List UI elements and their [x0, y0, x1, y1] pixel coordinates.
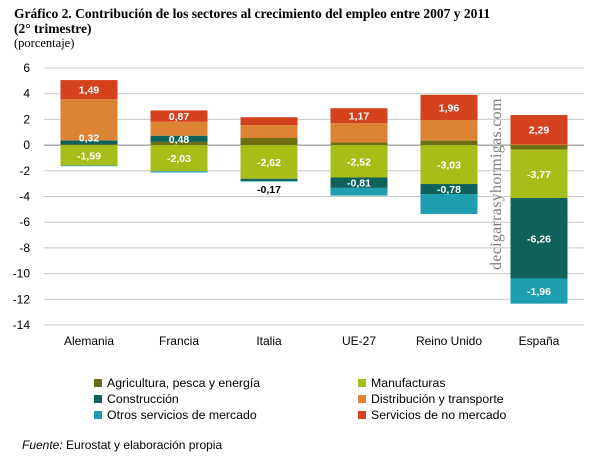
bar-construccion	[420, 184, 478, 195]
bar-otros	[60, 165, 118, 167]
y-tick-label: -10	[13, 267, 31, 281]
category-label: Alemania	[64, 334, 114, 348]
bar-otros	[420, 194, 478, 214]
y-tick-label: 0	[23, 138, 30, 152]
bar-no_mercado	[60, 80, 118, 100]
bar-agricultura	[420, 140, 478, 146]
data-label: 0,32	[79, 132, 100, 144]
chart-legend: Agricultura, pesca y energía Manufacturas…	[94, 375, 534, 422]
legend-item-distribucion: Distribución y transporte	[358, 391, 534, 406]
bar-manufacturas	[60, 145, 118, 166]
chart-title: Gráfico 2. Contribución de los sectores …	[14, 6, 491, 36]
data-label: -2,03	[167, 153, 191, 165]
bar-distribucion	[330, 123, 388, 143]
y-tick-label: -8	[19, 241, 30, 255]
bar-no_mercado	[150, 110, 208, 122]
data-label: -3,03	[437, 160, 461, 172]
bar-agricultura	[150, 141, 208, 146]
data-label: -0,78	[437, 184, 461, 196]
watermark: decigarrasyhormigas.com	[488, 98, 505, 270]
data-label: -3,77	[527, 169, 551, 181]
legend-label: Distribución y transporte	[371, 391, 504, 406]
chart-subtitle: (porcentaje)	[14, 36, 75, 50]
bar-agricultura	[330, 142, 388, 146]
bar-distribucion	[240, 125, 298, 139]
category-label: Reino Unido	[416, 334, 482, 348]
data-label: 0,48	[169, 134, 190, 146]
bar-no_mercado	[240, 117, 298, 126]
data-label: -0,17	[257, 184, 281, 196]
bar-construccion	[150, 135, 208, 142]
bar-manufacturas	[150, 145, 208, 172]
legend-item-no_mercado: Servicios de no mercado	[358, 407, 534, 422]
bar-distribucion	[420, 120, 478, 141]
bar-distribucion	[150, 121, 208, 136]
bar-construccion	[330, 177, 388, 188]
legend-label: Manufacturas	[371, 375, 446, 390]
y-tick-label: -14	[13, 318, 31, 332]
y-tick-label: 6	[23, 61, 30, 75]
y-tick-label: -6	[19, 215, 30, 229]
source-label: Fuente:	[22, 438, 63, 452]
data-label: 1,17	[349, 111, 370, 123]
bar-construccion	[510, 198, 568, 279]
y-tick-label: 2	[23, 112, 30, 126]
bar-construccion	[240, 178, 298, 181]
data-label: -2,62	[257, 157, 281, 169]
legend-swatch	[94, 410, 102, 419]
category-label: UE-27	[342, 334, 376, 348]
bar-no_mercado	[510, 115, 568, 145]
data-label: 1,49	[79, 85, 100, 97]
bar-no_mercado	[420, 94, 478, 121]
legend-item-agricultura: Agricultura, pesca y energía	[94, 375, 358, 390]
legend-label: Servicios de no mercado	[371, 407, 507, 422]
data-label: 1,96	[439, 102, 460, 114]
bar-otros	[150, 171, 208, 173]
category-label: España	[519, 334, 560, 348]
y-tick-label: -4	[19, 190, 30, 204]
bar-agricultura	[240, 138, 298, 146]
legend-label: Otros servicios de mercado	[107, 407, 257, 422]
legend-swatch	[94, 394, 102, 403]
bar-otros	[330, 187, 388, 196]
data-label: -2,52	[347, 156, 371, 168]
bar-otros	[510, 278, 568, 304]
data-label: -6,26	[527, 233, 551, 245]
bar-distribucion	[60, 99, 118, 141]
source-note: Fuente: Eurostat y elaboración propia	[22, 438, 222, 452]
bar-agricultura	[510, 145, 568, 150]
legend-swatch	[358, 378, 366, 387]
data-label: 0,87	[169, 111, 190, 123]
y-tick-label: -12	[13, 292, 31, 306]
bar-no_mercado	[330, 108, 388, 124]
legend-swatch	[358, 410, 366, 419]
source-text: Eurostat y elaboración propia	[62, 438, 223, 452]
data-label: -1,96	[527, 286, 551, 298]
bar-manufacturas	[240, 145, 298, 179]
data-label: -1,59	[77, 150, 101, 162]
legend-swatch	[358, 394, 366, 403]
legend-item-construccion: Construcción	[94, 391, 358, 406]
legend-item-otros: Otros servicios de mercado	[94, 407, 358, 422]
bar-manufacturas	[420, 145, 478, 185]
category-label: Francia	[159, 334, 199, 348]
legend-swatch	[94, 378, 102, 387]
legend-item-manufacturas: Manufacturas	[358, 375, 534, 390]
y-tick-label: 4	[23, 87, 30, 101]
stacked-bar-chart: 6 4 2 0 -2 -4 -6 -8 -10 -12 -14 Alemania Francia Ital…	[13, 61, 584, 348]
legend-label: Agricultura, pesca y energía	[107, 375, 261, 390]
data-label: 2,29	[529, 125, 550, 137]
category-label: Italia	[256, 334, 282, 348]
legend-label: Construcción	[107, 391, 179, 406]
bar-construccion	[60, 140, 118, 145]
bar-manufacturas	[510, 149, 568, 199]
y-tick-label: -2	[19, 164, 30, 178]
bar-agricultura	[60, 144, 118, 146]
bar-distribucion	[510, 144, 568, 146]
data-label: -0,81	[347, 178, 371, 190]
bar-manufacturas	[330, 145, 388, 178]
bar-otros	[240, 180, 298, 182]
